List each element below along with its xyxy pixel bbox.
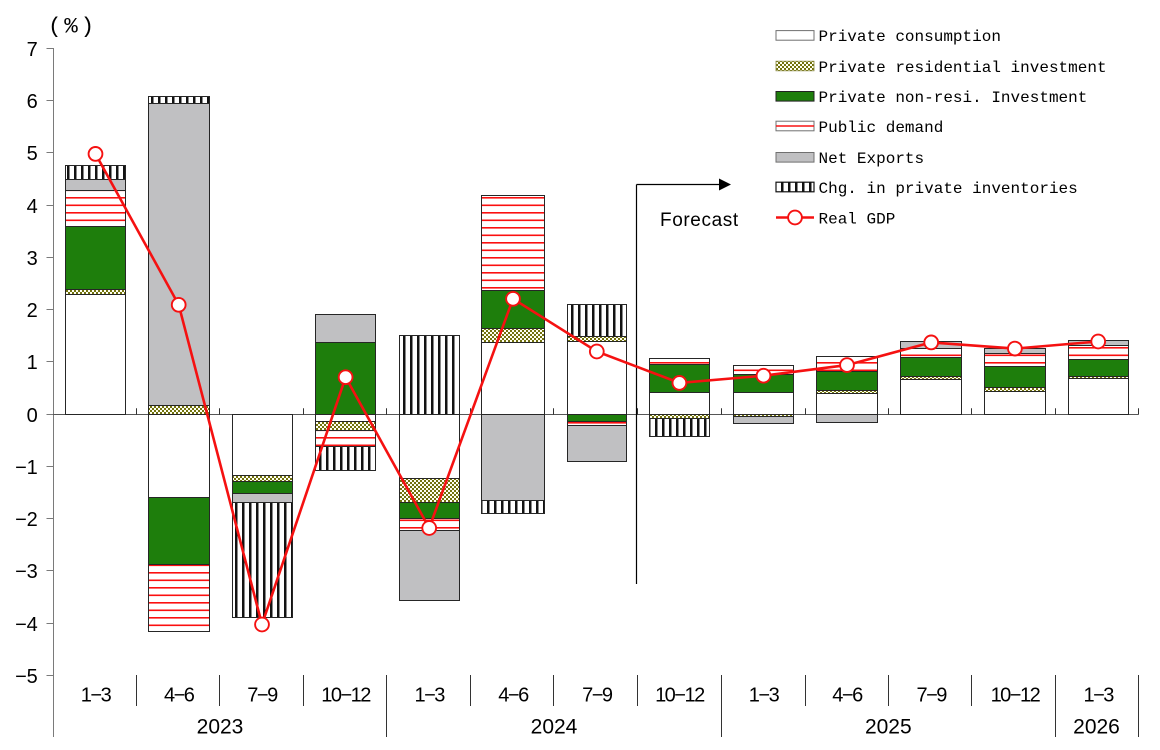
svg-text:1: 1 bbox=[27, 352, 38, 374]
svg-text:Real GDP: Real GDP bbox=[819, 210, 896, 228]
svg-text:7−9: 7−9 bbox=[916, 685, 947, 707]
svg-text:−5: −5 bbox=[15, 666, 37, 688]
svg-text:2025: 2025 bbox=[865, 716, 912, 739]
svg-text:4: 4 bbox=[27, 196, 38, 218]
svg-text:(%): (%) bbox=[48, 14, 97, 40]
svg-text:4−6: 4−6 bbox=[832, 685, 863, 707]
svg-text:−1: −1 bbox=[15, 457, 37, 479]
svg-text:Public demand: Public demand bbox=[819, 119, 944, 137]
svg-text:7: 7 bbox=[27, 39, 38, 61]
svg-text:10−12: 10−12 bbox=[321, 685, 371, 707]
svg-text:Private residential investment: Private residential investment bbox=[819, 59, 1107, 77]
svg-text:2023: 2023 bbox=[197, 716, 244, 739]
svg-text:6: 6 bbox=[27, 91, 38, 113]
svg-text:−2: −2 bbox=[15, 509, 37, 531]
svg-text:1−3: 1−3 bbox=[749, 685, 780, 707]
svg-text:Net Exports: Net Exports bbox=[819, 150, 925, 168]
svg-text:3: 3 bbox=[27, 248, 38, 270]
svg-text:1−3: 1−3 bbox=[414, 685, 445, 707]
svg-text:−3: −3 bbox=[15, 561, 37, 583]
svg-text:5: 5 bbox=[27, 143, 38, 165]
svg-text:−4: −4 bbox=[15, 614, 37, 636]
svg-text:10−12: 10−12 bbox=[991, 685, 1041, 707]
svg-text:4−6: 4−6 bbox=[498, 685, 529, 707]
svg-text:2: 2 bbox=[27, 300, 38, 322]
svg-text:Forecast: Forecast bbox=[660, 210, 739, 231]
svg-text:1−3: 1−3 bbox=[81, 685, 112, 707]
svg-text:4−6: 4−6 bbox=[164, 685, 195, 707]
svg-text:2024: 2024 bbox=[531, 716, 578, 739]
svg-text:Private consumption: Private consumption bbox=[819, 28, 1001, 46]
svg-text:Private non-resi. Investment: Private non-resi. Investment bbox=[819, 89, 1088, 107]
svg-text:Chg. in private inventories: Chg. in private inventories bbox=[819, 180, 1078, 198]
svg-text:2026: 2026 bbox=[1073, 716, 1120, 739]
svg-text:0: 0 bbox=[27, 405, 38, 427]
svg-text:10−12: 10−12 bbox=[655, 685, 705, 707]
svg-text:7−9: 7−9 bbox=[582, 685, 613, 707]
svg-text:1−3: 1−3 bbox=[1083, 685, 1114, 707]
svg-text:7−9: 7−9 bbox=[247, 685, 278, 707]
